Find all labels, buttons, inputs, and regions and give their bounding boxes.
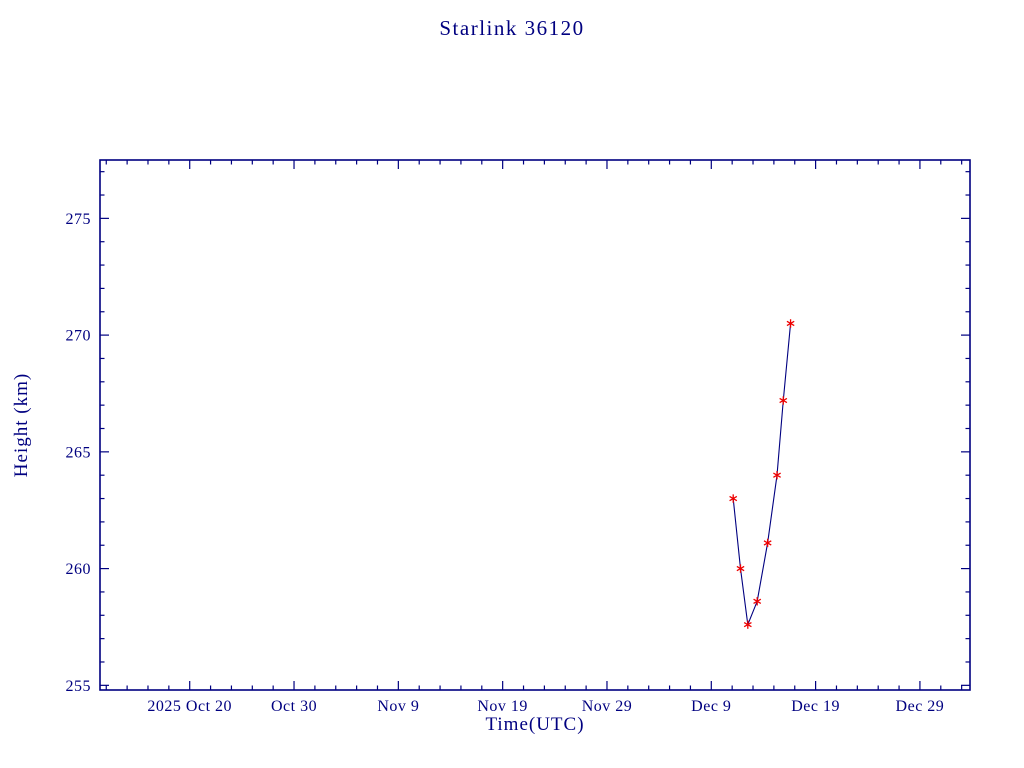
x-tick-label: Dec 9 (691, 698, 731, 715)
x-tick-label: Dec 29 (896, 698, 945, 715)
x-tick-label: Oct 30 (271, 698, 317, 715)
y-tick-label: 275 (66, 211, 92, 228)
y-tick-label: 260 (66, 561, 92, 578)
x-tick-label: Nov 19 (477, 698, 528, 715)
marker-asterisk (773, 472, 781, 478)
data-markers (729, 319, 795, 629)
y-tick-label: 270 (66, 328, 92, 345)
data-line (732, 323, 792, 627)
y-tick-label: 255 (66, 678, 92, 695)
x-tick-label: 2025 Oct 20 (147, 698, 232, 715)
y-tick-label: 265 (66, 444, 92, 461)
marker-asterisk (736, 565, 745, 572)
plot-frame (99, 159, 971, 691)
chart-title: Starlink 36120 (439, 16, 585, 40)
marker-asterisk (743, 621, 752, 628)
x-tick-label: Dec 19 (791, 698, 840, 715)
x-tick-label: Nov 9 (377, 698, 419, 715)
marker-asterisk (753, 598, 762, 604)
marker-asterisk (779, 397, 788, 404)
marker-asterisk (763, 540, 772, 546)
x-tick-label: Nov 29 (582, 698, 633, 715)
marker-asterisk (729, 495, 738, 502)
marker-asterisk (786, 320, 795, 327)
x-axis-label: Time(UTC) (485, 714, 585, 735)
axes (100, 160, 970, 690)
